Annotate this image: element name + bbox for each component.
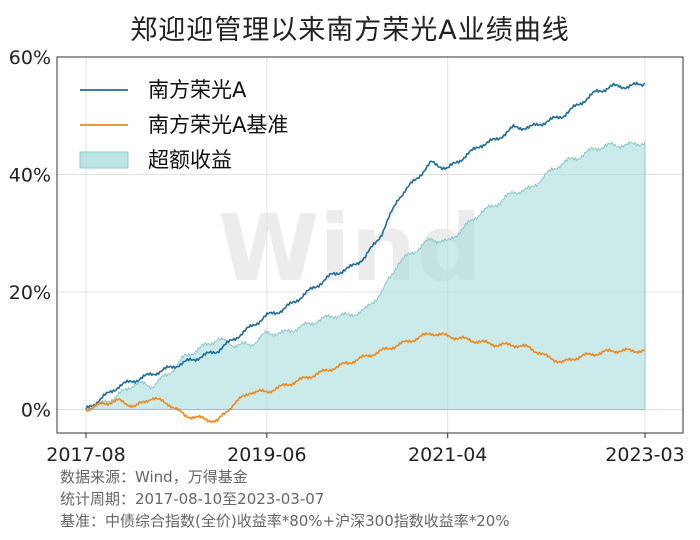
plot-frame (56, 56, 684, 434)
lines-layer (85, 81, 646, 423)
legend-label: 南方荣光A基准 (148, 113, 288, 137)
chart-svg: Wind 0%20%40%60%2017-08 2019-06 2021-04 202… (9, 47, 685, 466)
series-line-fund (85, 81, 646, 410)
chart-title: 郑迎迎管理以来南方荣光A业绩曲线 (130, 15, 570, 46)
footer-source: 数据来源：Wind，万得基金 (60, 468, 248, 486)
footer-period: 统计周期：2017-08-10至2023-03-07 (60, 490, 325, 508)
y-tick-label: 20% (9, 282, 51, 304)
x-tick-label: 2019-06 (227, 444, 306, 466)
series-line-benchmark (85, 332, 646, 423)
x-tick-label: 2017-08 (46, 444, 125, 466)
footer: 数据来源：Wind，万得基金 统计周期：2017-08-10至2023-03-0… (60, 466, 510, 532)
y-tick-label: 60% (9, 47, 51, 69)
legend-label: 超额收益 (148, 148, 232, 172)
y-tick-label: 40% (9, 165, 51, 187)
x-tick-label: 2023-03 (605, 444, 684, 466)
x-tick-label: 2021-04 (408, 444, 487, 466)
legend-label: 南方荣光A (148, 78, 247, 102)
y-tick-label: 0% (21, 400, 51, 422)
legend-swatch (79, 151, 129, 169)
footer-benchmark: 基准：中债综合指数(全价)收益率*80%+沪深300指数收益率*20% (60, 512, 510, 530)
axes-layer: 0% 20% 40% 60% 2017-08 2019-06 2021-04 2023-03 (9, 47, 685, 466)
